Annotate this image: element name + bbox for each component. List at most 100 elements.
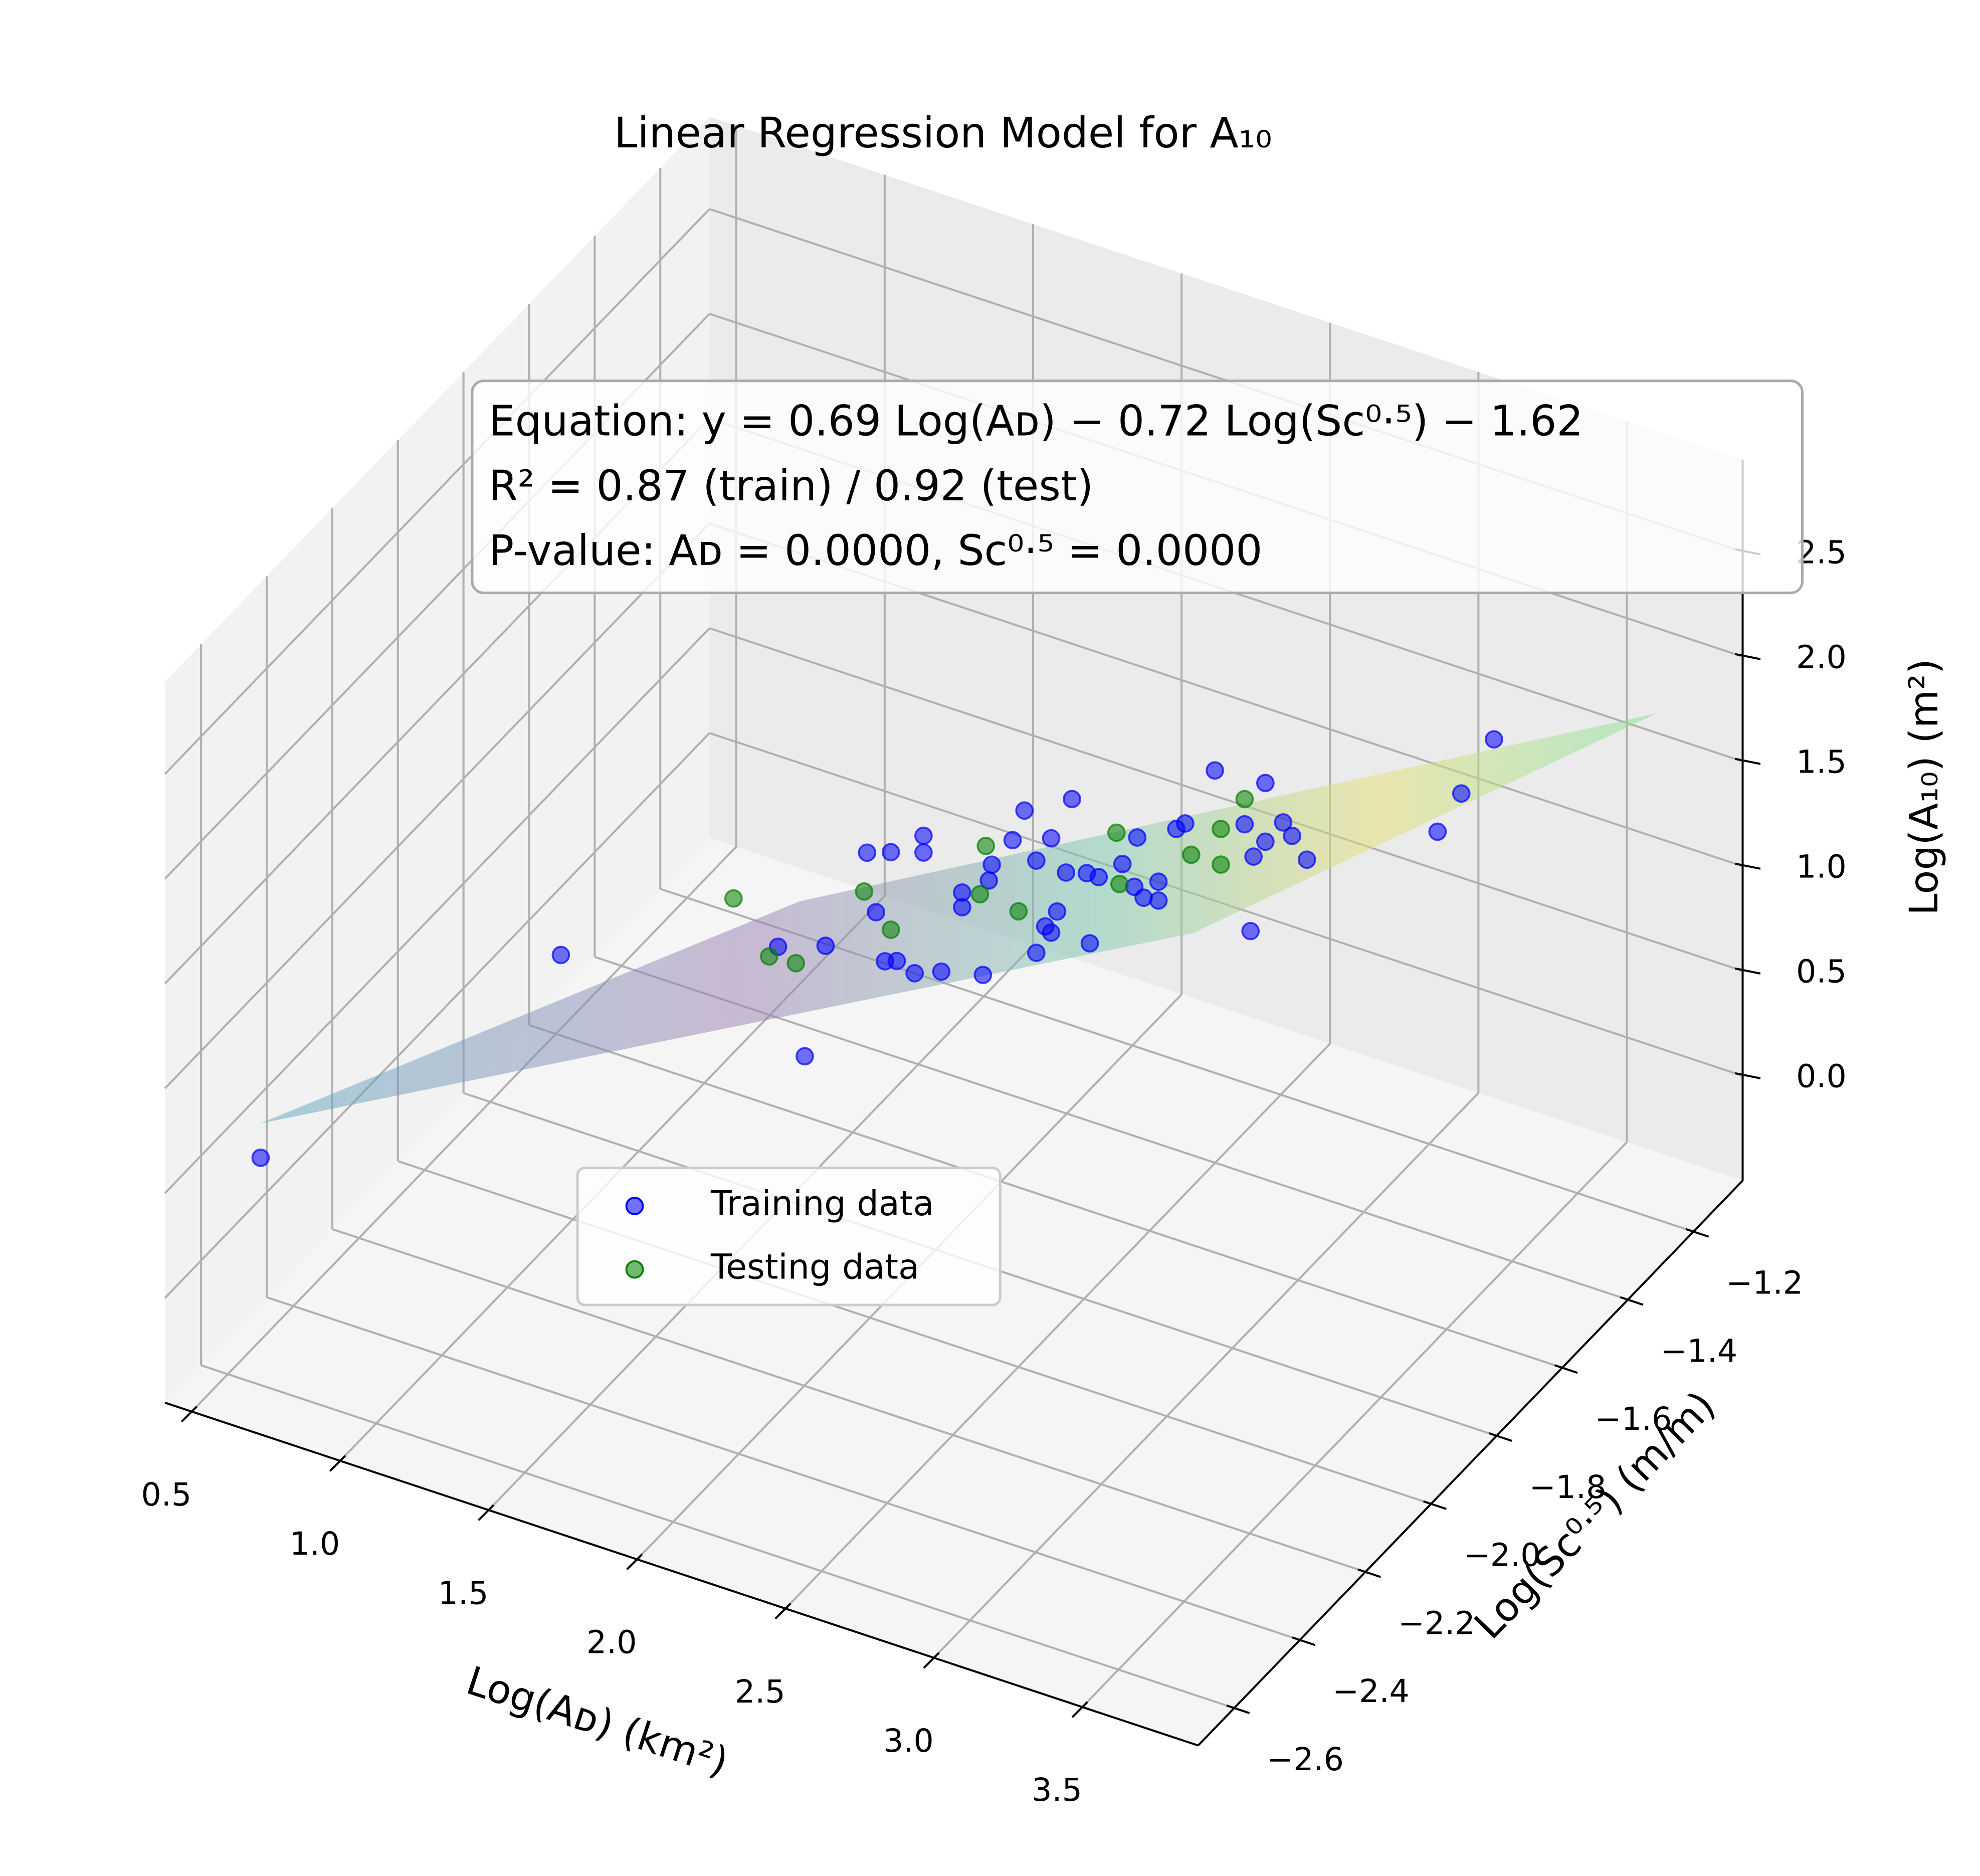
z-tick-label: 0.5 [1796, 953, 1847, 990]
z-tick-label: 0.0 [1796, 1057, 1847, 1094]
point [1297, 850, 1316, 869]
point [1206, 761, 1225, 780]
x-tick-label: 3.0 [883, 1722, 934, 1759]
z-tick [1734, 653, 1761, 660]
grid-line [164, 522, 710, 1089]
z-tick-label: 2.5 [1796, 533, 1847, 571]
point [1452, 784, 1471, 803]
point [1485, 730, 1503, 749]
annotation-line: P-value: Aᴅ = 0.0000, Sᴄ⁰·⁵ = 0.0000 [489, 526, 1263, 575]
point [858, 843, 877, 862]
point [251, 1149, 270, 1167]
grid-line [784, 1043, 1331, 1609]
point [786, 954, 806, 973]
data-points [251, 730, 1503, 1167]
y-tick [1620, 1296, 1644, 1306]
point [1027, 944, 1046, 962]
x-tick-label: 2.5 [735, 1673, 785, 1710]
axes: 0.5 1.0 1.5 2.0 2.5 3.0 3.5 −2.6 −2.4 −2.2 −2.0 −1.… [141, 459, 1847, 1808]
point [905, 964, 924, 983]
point [760, 947, 778, 966]
point [1015, 801, 1034, 820]
point [1176, 814, 1195, 833]
y-tick-label: −1.6 [1595, 1400, 1672, 1437]
point [1274, 813, 1293, 832]
z-tick-label: 1.0 [1796, 848, 1847, 885]
x-tick [626, 1553, 643, 1571]
grid-line [398, 1160, 1432, 1505]
y-tick [1226, 1704, 1250, 1715]
y-tick-label: −2.2 [1398, 1604, 1475, 1641]
point [1235, 790, 1254, 809]
point [970, 885, 989, 904]
point [1256, 774, 1275, 793]
point [1027, 851, 1046, 870]
point [855, 882, 874, 901]
regression-plane [260, 713, 1657, 1123]
grid-line [266, 1296, 1300, 1641]
y-tick-label: −1.8 [1529, 1468, 1607, 1506]
y-tick-label: −2.0 [1464, 1537, 1541, 1574]
point [881, 920, 900, 939]
x-tick [923, 1652, 940, 1669]
point [932, 962, 951, 981]
point [1009, 902, 1028, 921]
point [976, 837, 996, 855]
grid [164, 125, 1743, 1709]
point [1235, 815, 1254, 834]
z-tick-label: 1.5 [1796, 743, 1847, 780]
grid-line [164, 208, 710, 775]
point [1057, 863, 1076, 882]
point [1428, 822, 1447, 841]
grid-line [528, 1024, 1563, 1369]
point [881, 843, 900, 862]
y-tick [1357, 1568, 1381, 1578]
point [982, 855, 1001, 874]
z-tick [1734, 862, 1761, 870]
annotation-box [471, 380, 1804, 595]
x-tick [180, 1406, 198, 1423]
z-axis-label: Log(A₁₀) (m²) [1901, 659, 1947, 915]
grid-line [709, 627, 1743, 972]
x-tick-label: 2.0 [586, 1624, 637, 1661]
legend-box [576, 1167, 1002, 1306]
point [1212, 855, 1230, 874]
point [816, 936, 835, 955]
point [1042, 923, 1061, 942]
point [867, 903, 885, 921]
x-axis-label: Log(Aᴅ) (km²) [461, 1657, 734, 1785]
point [953, 898, 971, 917]
legend-marker [625, 1260, 644, 1279]
point [1212, 820, 1230, 838]
point [1110, 874, 1129, 893]
y-tick-label: −1.4 [1660, 1332, 1737, 1369]
y-tick [1423, 1500, 1447, 1510]
point [1048, 902, 1067, 921]
legend: Training data Testing data [576, 1167, 1002, 1306]
y-tick [1554, 1364, 1578, 1374]
x-tick-label: 1.0 [290, 1525, 340, 1562]
x-axis-line [164, 1402, 1199, 1747]
grid-line [191, 846, 737, 1413]
point [914, 826, 933, 845]
point [1149, 891, 1168, 910]
point [1134, 888, 1153, 907]
point [551, 946, 570, 965]
point [887, 952, 906, 971]
z-tick [1734, 967, 1761, 975]
point [1256, 832, 1275, 851]
point [1113, 855, 1132, 873]
annotation-line: Equation: y = 0.69 Log(Aᴅ) − 0.72 Log(Sᴄ… [489, 397, 1583, 446]
x-tick [478, 1504, 495, 1521]
legend-label: Training data [710, 1184, 934, 1224]
y-tick [1488, 1432, 1512, 1442]
grid-line [164, 627, 710, 1194]
grid-line [933, 1092, 1479, 1659]
point [1089, 868, 1108, 886]
grid-line [164, 732, 710, 1299]
point [1244, 847, 1263, 866]
y-tick-label: −1.2 [1726, 1264, 1803, 1301]
x-tick [329, 1455, 346, 1472]
legend-label: Testing data [710, 1248, 919, 1287]
